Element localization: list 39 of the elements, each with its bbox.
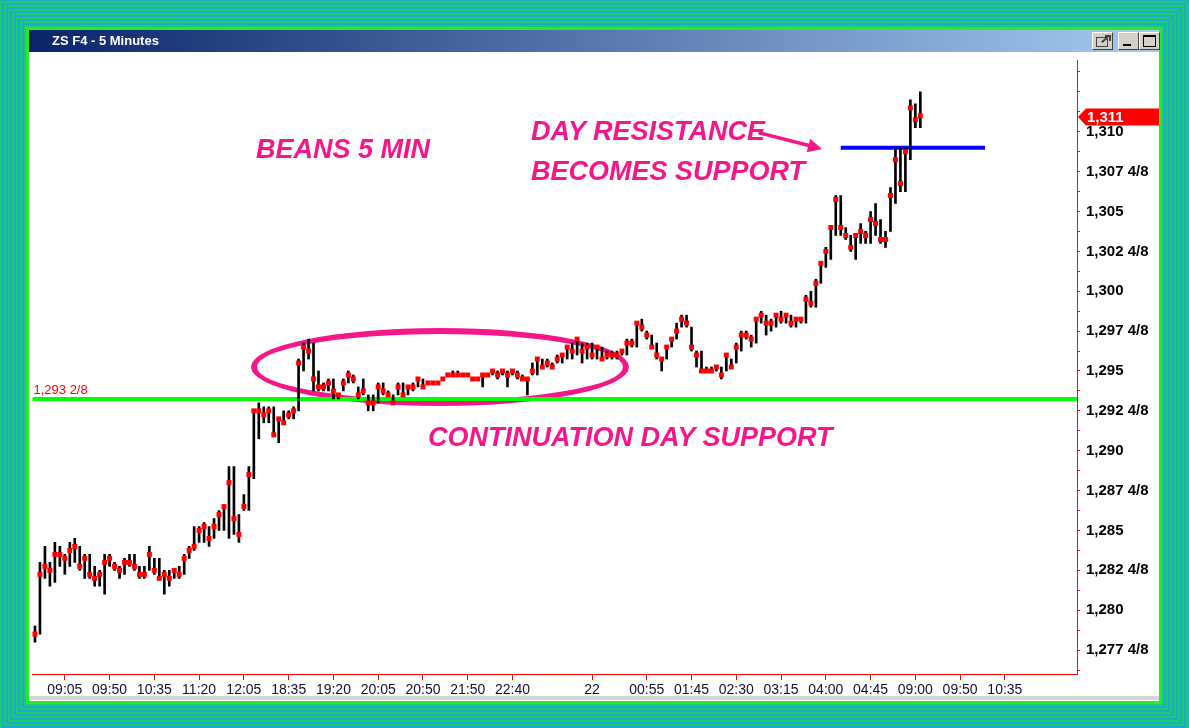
y-tick-label: 1,302 4/8 bbox=[1086, 241, 1149, 259]
chart-title: ZS F4 - 5 Minutes bbox=[52, 32, 159, 50]
x-tick-label: 09:00 bbox=[897, 681, 934, 698]
x-tick-label: 04:00 bbox=[808, 681, 844, 698]
y-tick-label: 1,277 4/8 bbox=[1086, 640, 1149, 658]
x-tick-label: 12:05 bbox=[226, 681, 262, 698]
x-tick-label: 04:45 bbox=[853, 681, 889, 698]
y-tick-label: 1,295 bbox=[1086, 361, 1124, 379]
x-tick-label: 18:35 bbox=[271, 681, 307, 698]
y-tick-label: 1,285 bbox=[1086, 520, 1124, 538]
x-tick-label: 10:35 bbox=[987, 681, 1023, 698]
annotation: CONTINUATION DAY SUPPORT bbox=[428, 422, 836, 452]
y-tick-label: 1,290 bbox=[1086, 440, 1124, 458]
annotation: BEANS 5 MIN bbox=[256, 134, 431, 164]
x-tick-label: 03:15 bbox=[763, 681, 799, 698]
ref-line-label: 1,293 2/8 bbox=[33, 381, 88, 397]
y-tick-label: 1,300 bbox=[1086, 281, 1124, 299]
x-tick-label: 09:50 bbox=[942, 681, 978, 698]
y-tick-label: 1,282 4/8 bbox=[1086, 560, 1149, 578]
x-tick-label: 11:20 bbox=[182, 681, 217, 698]
x-tick-label: 22:40 bbox=[494, 681, 531, 698]
y-tick-label: 1,305 bbox=[1086, 201, 1124, 219]
x-tick-label: 00:55 bbox=[629, 681, 665, 698]
x-tick-label: 20:05 bbox=[360, 681, 396, 698]
x-tick-label: 19:20 bbox=[315, 681, 352, 698]
y-tick-label: 1,292 4/8 bbox=[1086, 401, 1149, 418]
x-tick-label: 02:30 bbox=[718, 681, 755, 698]
y-tick-label: 1,307 4/8 bbox=[1086, 161, 1149, 179]
y-tick-label: 1,297 4/8 bbox=[1086, 321, 1149, 339]
x-tick-label: 01:45 bbox=[674, 681, 710, 698]
y-tick-label: 1,287 4/8 bbox=[1086, 480, 1149, 498]
x-tick-label: 20:50 bbox=[405, 681, 441, 698]
annotation: DAY RESISTANCE BECOMES SUPPORT bbox=[531, 116, 808, 186]
x-tick-label: 09:05 bbox=[47, 681, 83, 698]
x-tick-label: 09:50 bbox=[92, 681, 128, 698]
y-tick-label: 1,280 bbox=[1086, 600, 1124, 618]
x-tick-label: 22 bbox=[584, 681, 601, 698]
x-tick-label: 21:50 bbox=[450, 681, 486, 698]
x-tick-label: 10:35 bbox=[136, 681, 173, 698]
